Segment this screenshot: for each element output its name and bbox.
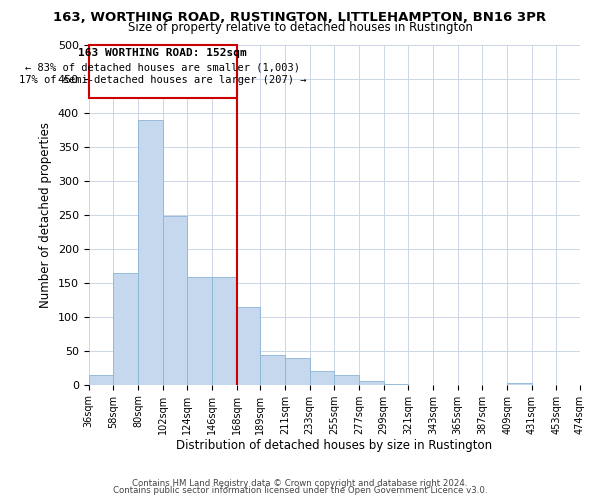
Y-axis label: Number of detached properties: Number of detached properties (39, 122, 52, 308)
Bar (260, 355, 285, 384)
Bar (187, 278, 212, 384)
Text: 17% of semi-detached houses are larger (207) →: 17% of semi-detached houses are larger (… (19, 76, 307, 86)
X-axis label: Distribution of detached houses by size in Rustington: Distribution of detached houses by size … (176, 440, 493, 452)
Bar (359, 380, 383, 384)
FancyBboxPatch shape (89, 45, 237, 98)
Text: Contains public sector information licensed under the Open Government Licence v3: Contains public sector information licen… (113, 486, 487, 495)
Text: 163, WORTHING ROAD, RUSTINGTON, LITTLEHAMPTON, BN16 3PR: 163, WORTHING ROAD, RUSTINGTON, LITTLEHA… (53, 11, 547, 24)
Text: Size of property relative to detached houses in Rustington: Size of property relative to detached ho… (128, 21, 472, 34)
Bar (334, 375, 359, 384)
Bar (113, 272, 138, 384)
Bar (310, 371, 334, 384)
Text: ← 83% of detached houses are smaller (1,003): ← 83% of detached houses are smaller (1,… (25, 62, 300, 72)
Bar (285, 358, 310, 384)
Bar (89, 375, 113, 384)
Bar (212, 278, 237, 384)
Text: Contains HM Land Registry data © Crown copyright and database right 2024.: Contains HM Land Registry data © Crown c… (132, 478, 468, 488)
Text: 163 WORTHING ROAD: 152sqm: 163 WORTHING ROAD: 152sqm (79, 48, 247, 58)
Bar (138, 120, 163, 384)
Bar (237, 308, 260, 384)
Bar (163, 216, 187, 384)
